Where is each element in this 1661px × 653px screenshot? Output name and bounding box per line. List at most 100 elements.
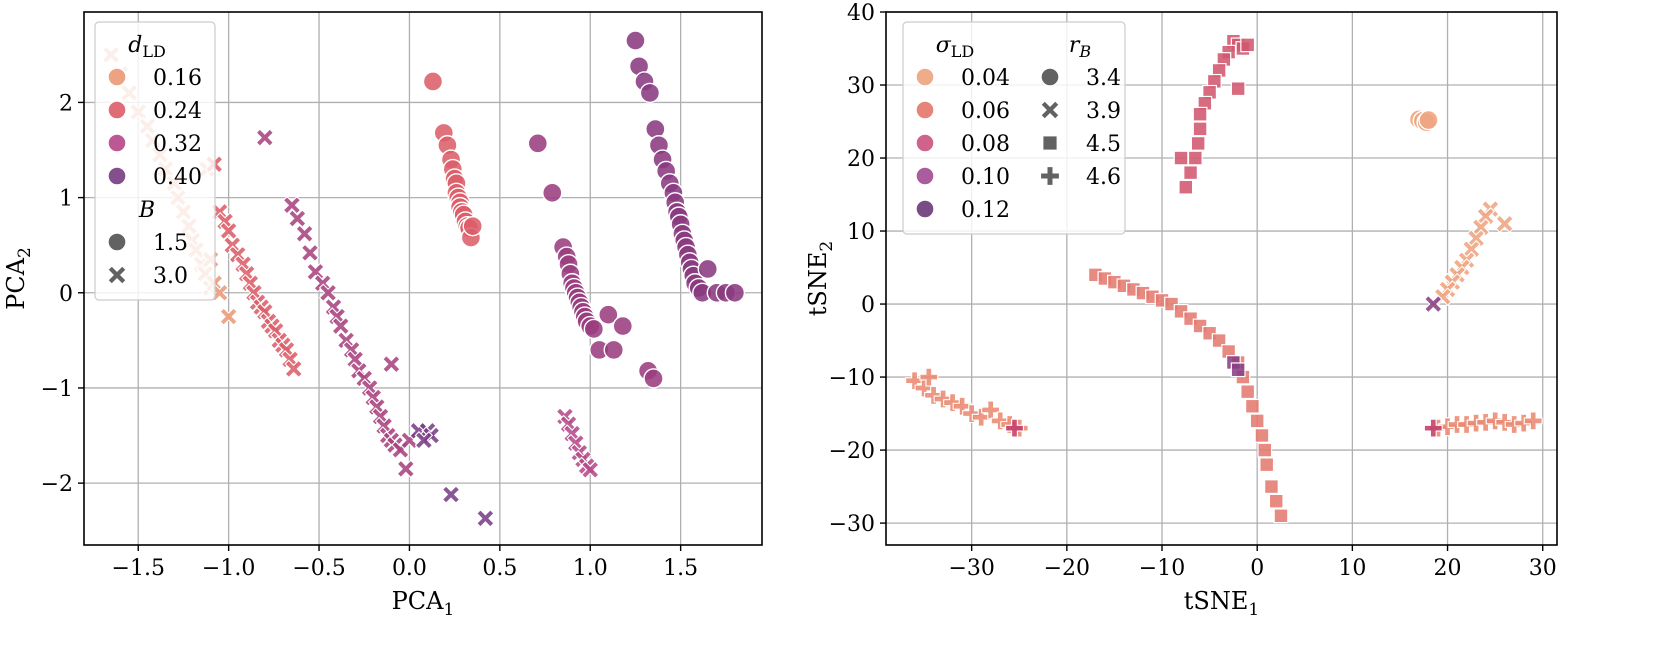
legend-marker [1042,135,1058,151]
data-point [527,133,549,154]
data-point [414,431,434,450]
data-point [1495,214,1514,234]
data-point [625,30,646,51]
legend-marker [107,100,127,120]
data-point [1523,411,1543,431]
data-point [1495,412,1515,432]
x-tick-label: 0.5 [482,556,517,581]
x-tick-label: 20 [1434,556,1462,581]
data-series [422,71,483,248]
x-tick-label: 1.5 [663,556,698,581]
data-point [580,460,600,480]
legend-marker [915,166,935,186]
legend-marker [915,133,935,153]
legend-marker [915,199,935,219]
legend-marker [915,67,935,87]
data-point [382,354,401,374]
legend-label: 0.06 [961,99,1010,124]
y-tick-label: 1 [59,187,73,212]
x-tick-label: −0.5 [292,556,345,581]
legend-marker [107,166,127,186]
y-tick-label: 20 [847,147,875,172]
data-point [422,71,444,92]
data-series [1173,33,1256,195]
y-tick-label: −10 [829,366,875,391]
data-point [1268,493,1284,509]
data-point [1249,413,1265,429]
data-series [204,155,304,379]
legend-marker [107,265,127,285]
legend: σLD 0.04 0.06 0.08 0.10 0.12 rB 3.4 3.9 4.5 4.6 [902,21,1126,235]
data-series [1225,355,1246,378]
legend-label: 4.6 [1086,165,1121,190]
data-point [219,221,238,241]
data-series [255,128,419,479]
legend-title: dLD [128,33,166,61]
data-series [1087,267,1289,524]
data-point [1423,418,1443,438]
data-point [933,389,953,409]
data-point [724,282,746,303]
data-point [1005,418,1024,438]
data-point [396,459,416,479]
y-tick-label: 0 [59,282,73,307]
x-tick-label: 10 [1338,556,1366,581]
pca-panel: −1.5 −1.0 −0.5 0.0 0.5 1.0 1.5 −2 −1 0 1 2 PCA1 PCA2 d… [2,11,763,620]
legend-label: 4.5 [1086,132,1121,157]
data-point [943,393,963,413]
x-tick-label: −20 [1044,556,1090,581]
data-point [300,243,320,263]
legend-title: rB [1069,33,1092,61]
legend-label: 3.4 [1086,66,1121,91]
data-series [1423,294,1443,314]
legend-marker [1040,100,1060,120]
y-tick-label: −2 [41,472,73,497]
data-series [409,421,495,528]
legend-title: σLD [936,33,974,61]
x-tick-label: 30 [1529,556,1557,581]
data-series [527,133,664,389]
x-tick-label: −1.5 [112,556,165,581]
data-series [1408,109,1439,133]
data-series [1005,418,1024,438]
legend-label: 0.10 [961,165,1010,190]
data-point [971,407,991,427]
data-point [219,307,238,326]
data-point [476,509,495,528]
y-tick-label: −1 [41,377,73,402]
data-point [639,82,661,104]
data-series [625,30,746,303]
data-point [1178,179,1194,195]
legend-label: 0.40 [153,165,202,190]
legend-title: B [138,198,155,223]
legend-marker [107,133,127,153]
data-point [462,215,483,237]
legend-label: 0.12 [961,198,1010,223]
data-point [1192,121,1208,137]
x-axis-label: PCA1 [392,587,455,620]
legend-marker [107,232,127,252]
legend-label: 3.0 [153,264,188,289]
legend-label: 0.24 [153,99,202,124]
data-series [555,407,600,480]
data-point [962,404,982,424]
data-point [1187,150,1203,166]
data-point [1485,411,1505,431]
data-point [284,359,304,379]
legend: dLD 0.16 0.24 0.32 0.40 B 1.5 3.0 [94,21,216,301]
data-point [318,283,338,303]
data-point [1423,294,1443,314]
data-series [1428,411,1543,438]
legend-marker [107,67,127,87]
data-point [288,209,307,228]
y-tick-label: −20 [829,439,875,464]
data-point [1230,81,1246,97]
legend-label: 0.08 [961,132,1010,157]
x-tick-label: 1.0 [573,556,608,581]
data-point [1211,333,1227,348]
y-tick-label: 40 [847,1,875,26]
y-tick-label: −30 [829,512,875,537]
data-point [295,224,314,244]
y-tick-label: 2 [59,91,73,116]
data-point [331,316,351,336]
